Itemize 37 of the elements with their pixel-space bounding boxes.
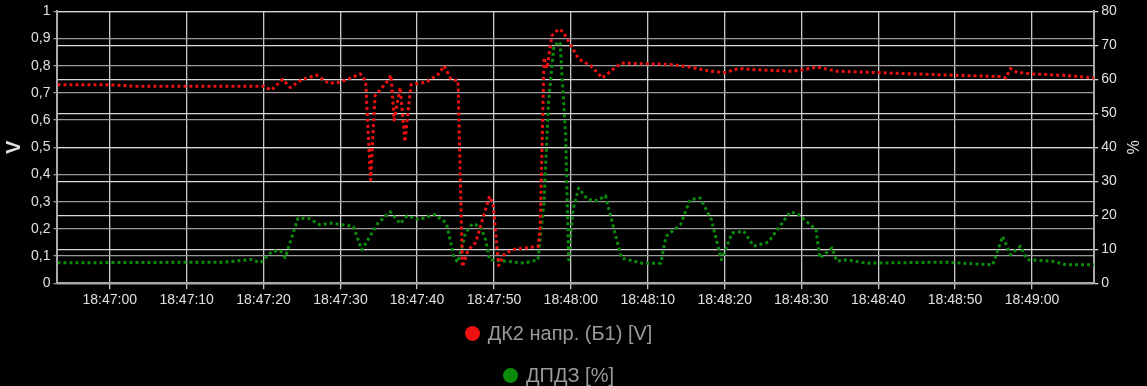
y2-tick-label: 20 xyxy=(1101,206,1118,223)
y2-tick-label: 60 xyxy=(1101,70,1118,87)
x-tick-label: 18:48:20 xyxy=(697,291,753,308)
x-tick-label: 18:47:50 xyxy=(466,291,522,308)
y2-tick-label: 70 xyxy=(1101,36,1118,53)
x-tick-label: 18:47:00 xyxy=(82,291,138,308)
legend-label: ДК2 напр. (Б1) [V] xyxy=(487,321,653,345)
y-tick-label: 0,3 xyxy=(30,192,51,209)
x-tick-label: 18:49:00 xyxy=(1004,291,1060,308)
y2-tick-label: 80 xyxy=(1101,2,1118,19)
y-tick-label: 0,2 xyxy=(30,219,51,236)
x-tick-label: 18:48:40 xyxy=(850,291,906,308)
x-tick-label: 18:47:10 xyxy=(159,291,215,308)
x-tick-label: 18:48:10 xyxy=(620,291,676,308)
y2-tick-label: 50 xyxy=(1101,104,1118,121)
x-tick-label: 18:48:30 xyxy=(774,291,829,308)
y2-tick-label: 30 xyxy=(1101,172,1118,189)
y-tick-label: 0,1 xyxy=(30,246,51,263)
x-tick-label: 18:47:40 xyxy=(389,291,445,308)
y-tick-label: 0,5 xyxy=(30,138,51,155)
x-tick-label: 18:48:50 xyxy=(927,291,983,308)
x-tick-label: 18:48:00 xyxy=(543,291,599,308)
legend-label: ДПДЗ [%] xyxy=(526,363,614,386)
y-tick-label: 0,8 xyxy=(30,56,51,73)
y-axis-title: V xyxy=(1,139,24,154)
x-tick-label: 18:47:30 xyxy=(313,291,368,308)
y-tick-label: 0,6 xyxy=(30,110,51,127)
y-tick-label: 0,4 xyxy=(30,165,51,182)
y-tick-label: 0 xyxy=(42,274,51,291)
y2-tick-label: 10 xyxy=(1101,240,1118,257)
y-tick-label: 0,7 xyxy=(30,83,51,100)
x-tick-label: 18:47:20 xyxy=(236,291,291,308)
y2-tick-label: 0 xyxy=(1101,274,1110,291)
y2-tick-label: 40 xyxy=(1101,138,1118,155)
y2-axis-title: % xyxy=(1123,140,1141,155)
y-tick-label: 1 xyxy=(42,2,51,19)
y-tick-label: 0,9 xyxy=(30,29,51,46)
